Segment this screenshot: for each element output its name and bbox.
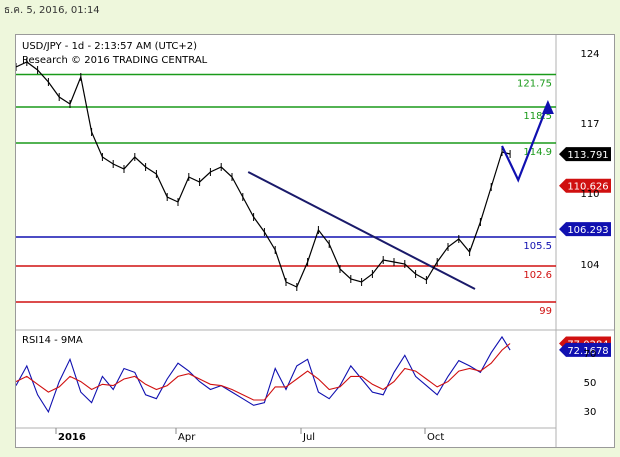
price-series-line xyxy=(15,61,511,288)
price-tag xyxy=(559,178,611,193)
chart-frame: 121.75 118.5 114.9 105.5 102.6 99 113.791 110.6… xyxy=(15,34,615,448)
rsi-tick-label: 30 xyxy=(584,407,597,418)
level-label: 99 xyxy=(539,306,552,317)
price-tag xyxy=(559,147,611,162)
chart-subtitle: Research © 2016 TRADING CENTRAL xyxy=(22,55,208,66)
y-tick-label: 117 xyxy=(580,119,599,130)
price-tag xyxy=(559,222,611,237)
rsi-tag xyxy=(559,342,611,357)
x-tick-label: Oct xyxy=(427,432,444,443)
price-tag-label: 113.791 xyxy=(567,150,608,161)
level-label: 118.5 xyxy=(523,111,552,122)
level-label: 105.5 xyxy=(523,241,552,252)
price-tag-label: 106.293 xyxy=(567,225,608,236)
x-tick-label: Apr xyxy=(178,432,196,443)
rsi-title: RSI14 - 9MA xyxy=(22,335,83,346)
level-label: 102.6 xyxy=(523,270,552,281)
chart-svg[interactable]: 121.75 118.5 114.9 105.5 102.6 99 113.791 110.6… xyxy=(15,35,614,447)
projection-arrowhead xyxy=(541,100,554,114)
rsi-panel: 77.028472.1678 xyxy=(15,335,611,414)
trendline xyxy=(247,171,476,290)
x-tick-label: Jul xyxy=(302,432,315,443)
projection-path xyxy=(501,103,549,183)
price-tag-label: 110.626 xyxy=(567,182,608,193)
x-ticks xyxy=(55,428,426,434)
rsi-tick-label: 70 xyxy=(584,349,597,360)
x-tick-label: 2016 xyxy=(58,432,86,443)
level-label: 114.9 xyxy=(523,147,552,158)
rsi-series-line xyxy=(15,335,511,414)
level-label: 121.75 xyxy=(517,79,552,90)
timestamp: ธ.ค. 5, 2016, 01:14 xyxy=(4,5,100,16)
rsi-series-line xyxy=(15,343,511,401)
y-tick-label: 124 xyxy=(580,49,599,60)
rsi-tick-label: 50 xyxy=(584,378,597,389)
y-tick-label: 110 xyxy=(580,189,599,200)
chart-title: USD/JPY - 1d - 2:13:57 AM (UTC+2) xyxy=(22,41,197,52)
rsi-tag-label: 72.1678 xyxy=(567,346,608,357)
y-tick-label: 104 xyxy=(580,260,599,271)
price-panel: 121.75 118.5 114.9 105.5 102.6 99 113.791 110.6… xyxy=(15,58,611,317)
